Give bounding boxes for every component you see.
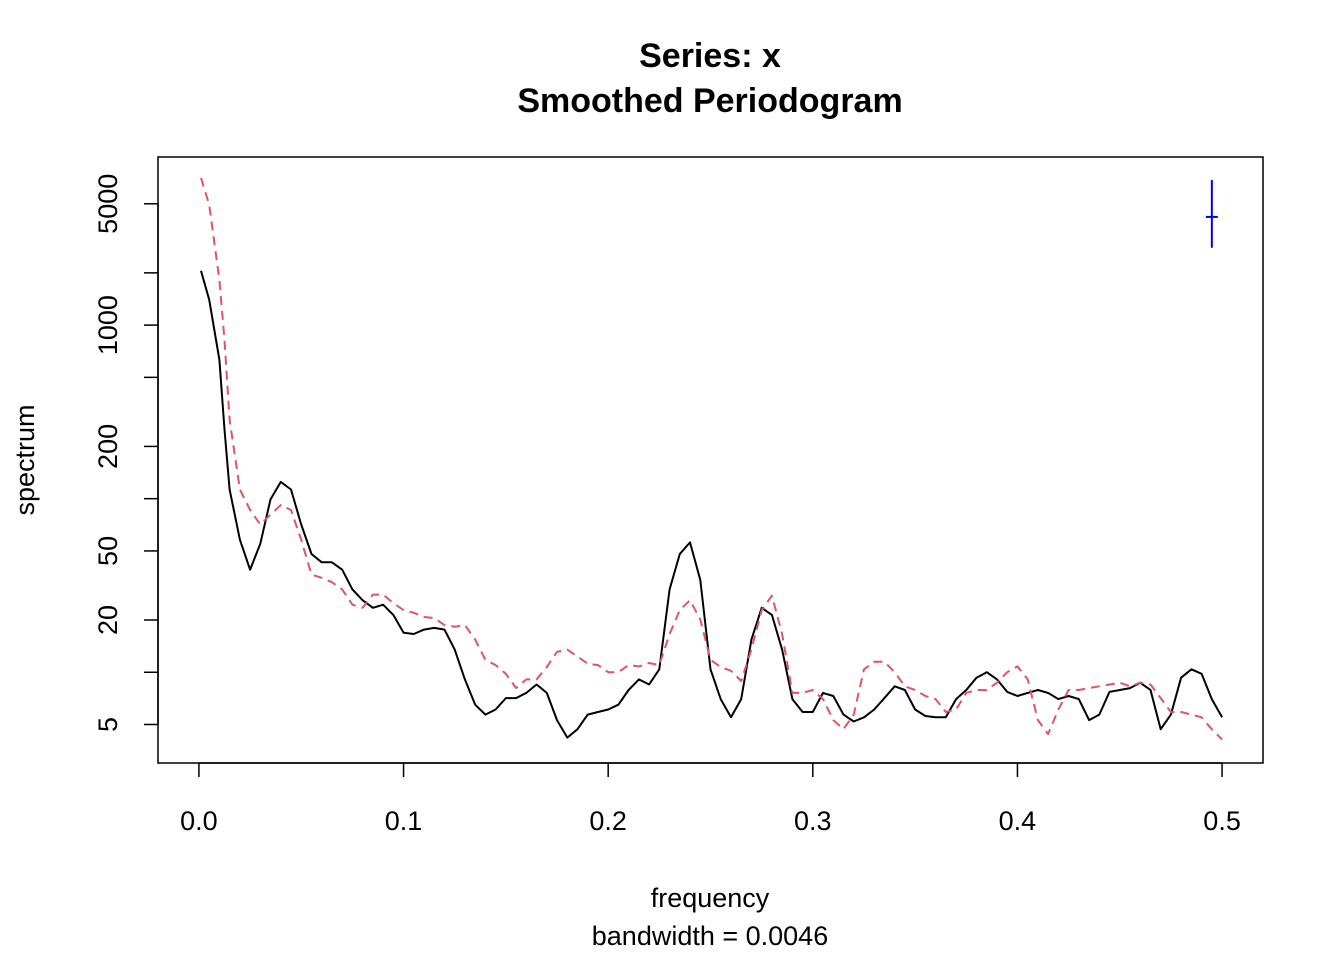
y-tick-label: 5000 [93, 174, 123, 234]
chart-subtitle: Smoothed Periodogram [517, 82, 902, 120]
y-axis-label: spectrum [10, 404, 40, 515]
x-tick-label: 0.3 [794, 806, 832, 836]
y-tick-label: 1000 [93, 295, 123, 355]
x-tick-label: 0.2 [589, 806, 627, 836]
x-tick-label: 0.0 [180, 806, 218, 836]
x-axis-sublabel: bandwidth = 0.0046 [592, 921, 828, 951]
y-tick-label: 50 [93, 536, 123, 566]
x-tick-label: 0.4 [999, 806, 1037, 836]
y-tick-label: 20 [93, 605, 123, 635]
y-tick-label: 200 [93, 424, 123, 469]
series-line [200, 177, 1223, 741]
y-tick-label: 5 [93, 717, 123, 732]
x-tick-label: 0.5 [1203, 806, 1241, 836]
x-tick-label: 0.1 [385, 806, 423, 836]
series-line [200, 270, 1223, 739]
x-axis-label: frequency [651, 883, 770, 913]
chart-title: Series: x [639, 37, 781, 75]
